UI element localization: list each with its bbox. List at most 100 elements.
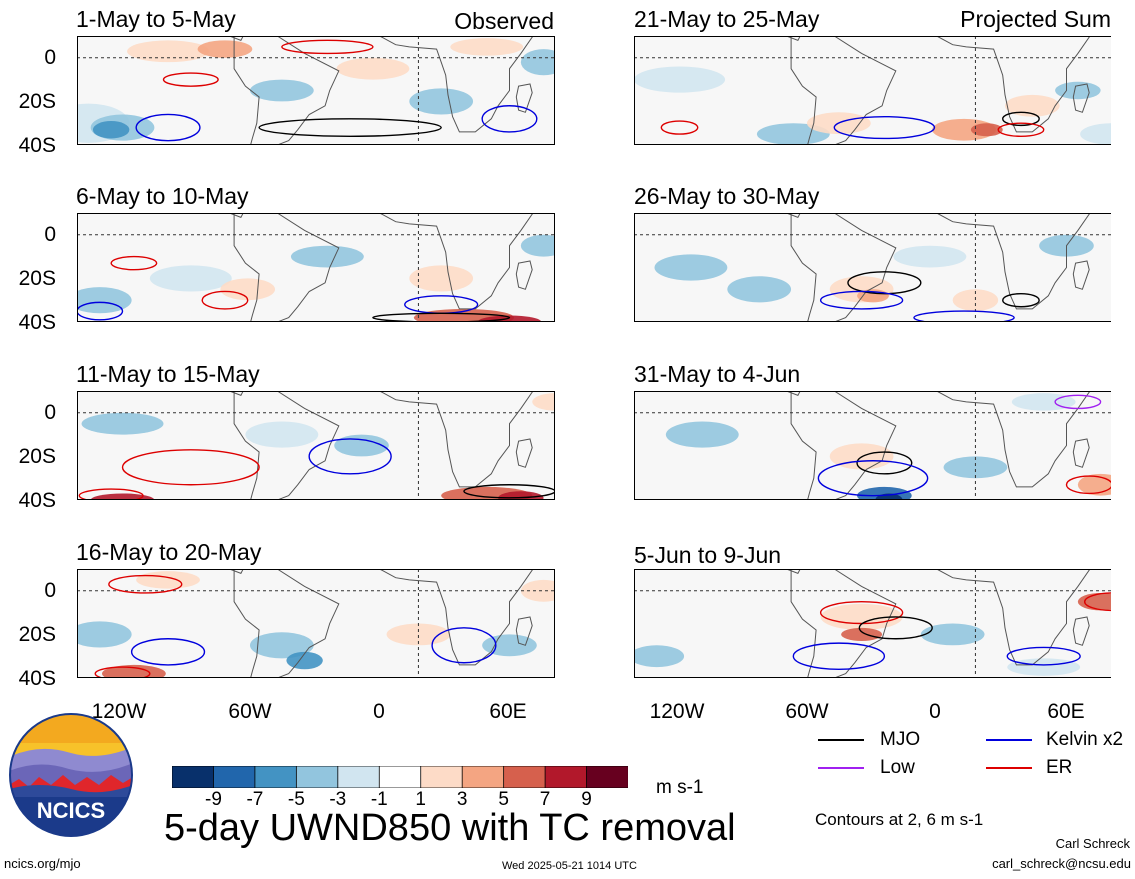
shading-patch — [77, 621, 132, 648]
wave-contour — [1006, 646, 1081, 666]
map-canvas — [77, 36, 555, 145]
colorbar-swatch — [420, 766, 463, 788]
panel-title-8: 5-Jun to 9-Jun — [634, 542, 782, 568]
shading-patch — [286, 651, 323, 670]
continent-outline — [379, 36, 534, 133]
panel-title-6: 31-May to 4-Jun — [634, 361, 801, 387]
y-label-40s-p5: 40S — [18, 489, 56, 512]
continent-outline — [790, 391, 897, 500]
footer-url: ncics.org/mjo — [4, 856, 81, 871]
wave-contour — [258, 118, 442, 137]
colorbar-tick-label: 5 — [498, 789, 509, 810]
shading-patch — [92, 121, 130, 139]
legend-line-low — [818, 767, 864, 769]
shading-patch — [249, 79, 314, 102]
shading-patch — [520, 49, 555, 76]
colorbar-swatch — [337, 766, 380, 788]
colorbar-tick-label: -9 — [205, 789, 222, 810]
map-frame — [634, 391, 1111, 500]
shading-patch — [634, 66, 726, 93]
footer-author: Carl Schreck — [1055, 836, 1130, 851]
shading-patch — [727, 276, 792, 303]
continent-outline — [1072, 438, 1090, 468]
shading-patch — [520, 579, 555, 602]
wave-contour — [660, 120, 699, 135]
map-frame — [77, 391, 555, 500]
wave-contour — [78, 488, 144, 500]
y-label-0-p3: 0 — [44, 223, 56, 246]
continent-outline — [936, 213, 1091, 310]
panel-title-4: 26-May to 30-May — [634, 183, 820, 209]
main-title: 5-day UWND850 with TC removal — [164, 807, 736, 849]
colorbar-tick-label: -1 — [370, 789, 388, 810]
map-panel-3 — [77, 213, 555, 322]
colorbar-tick-label: 9 — [581, 789, 592, 810]
y-label-20s-p3: 20S — [18, 267, 56, 290]
map-panel-2 — [634, 36, 1111, 145]
continent-outline — [515, 83, 533, 113]
map-panel-4 — [634, 213, 1111, 322]
colorbar-tick-label: -3 — [329, 789, 347, 810]
wave-contour — [817, 460, 929, 497]
panel-tag-observed: Observed — [454, 8, 554, 34]
shading-patch — [197, 40, 253, 58]
contours-note: Contours at 2, 6 m s-1 — [815, 810, 984, 829]
continent-outline — [379, 213, 534, 310]
footer-timestamp: Wed 2025-05-21 1014 UTC — [502, 860, 637, 872]
shading-patch — [665, 421, 739, 448]
wave-contour — [819, 290, 904, 310]
wave-contour — [997, 122, 1045, 137]
wave-contour — [1002, 292, 1040, 308]
shading-patch — [77, 287, 132, 314]
y-label-20s-p5: 20S — [18, 445, 56, 468]
map-panel-1 — [77, 36, 555, 145]
wave-contour — [201, 290, 249, 310]
colorbar-tick-label: -7 — [246, 789, 264, 810]
continent-outline — [515, 616, 533, 646]
map-frame — [77, 213, 555, 322]
y-label-0-p5: 0 — [44, 401, 56, 424]
map-background — [634, 36, 1111, 145]
wave-contour — [431, 627, 497, 664]
continent-outline — [233, 391, 340, 500]
colorbar-tick-label: 7 — [539, 789, 551, 810]
shading-patch — [249, 632, 314, 659]
y-label-20s-p1: 20S — [18, 90, 56, 113]
colorbar-swatch — [254, 766, 298, 788]
shading-patch — [920, 623, 985, 646]
shading-patch — [634, 645, 685, 668]
colorbar-tick-label: -5 — [287, 789, 305, 810]
shading-patch — [136, 571, 200, 589]
continent-outline — [515, 438, 533, 468]
continent-outline — [379, 569, 534, 666]
legend-line-kelvin — [986, 739, 1032, 741]
shading-patch — [943, 456, 1008, 479]
x-label-60e-left: 60E — [489, 700, 527, 723]
x-label-60w-right: 60W — [785, 700, 829, 723]
x-label-120w-right: 120W — [649, 700, 705, 723]
map-frame — [77, 36, 555, 145]
shading-patch — [290, 245, 364, 268]
shading-patch — [336, 57, 410, 80]
colorbar-swatch — [213, 766, 256, 788]
wave-contour — [481, 105, 538, 133]
wave-contour — [1054, 394, 1102, 410]
colorbar — [172, 766, 628, 788]
shading-patch — [127, 40, 210, 63]
x-label-0-left: 0 — [373, 700, 385, 723]
wave-contour — [94, 666, 151, 678]
shading-patch — [520, 234, 555, 257]
colorbar-swatch — [461, 766, 505, 788]
map-background — [77, 391, 555, 500]
y-label-40s-p3: 40S — [18, 311, 56, 334]
wave-contour — [792, 642, 886, 670]
wave-contour — [135, 113, 201, 142]
y-label-20s-p7: 20S — [18, 623, 56, 646]
colorbar-swatch — [295, 766, 339, 788]
colorbar-swatch — [378, 766, 422, 788]
continent-outline — [1072, 616, 1090, 646]
logo-text: NCICS — [36, 798, 106, 823]
legend-line-mjo — [818, 739, 864, 741]
shading-patch — [1005, 94, 1060, 117]
wave-contour — [130, 638, 206, 666]
